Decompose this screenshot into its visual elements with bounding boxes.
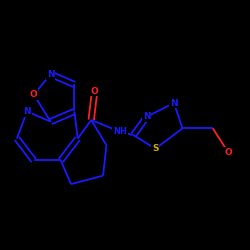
Text: NH: NH	[113, 127, 127, 136]
Text: O: O	[224, 148, 232, 156]
Text: O: O	[30, 90, 38, 99]
Text: N: N	[47, 70, 54, 79]
Text: N: N	[23, 107, 31, 116]
Text: O: O	[91, 87, 98, 96]
Text: N: N	[170, 98, 178, 108]
Text: S: S	[152, 144, 159, 153]
Text: N: N	[143, 112, 151, 121]
